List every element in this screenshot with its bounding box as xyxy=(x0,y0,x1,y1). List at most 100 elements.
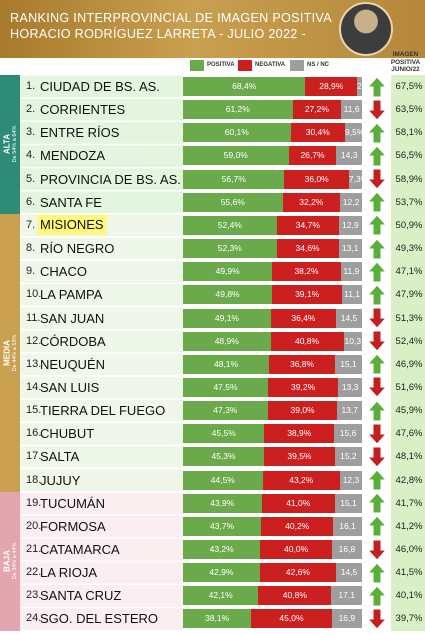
june-header-line2: POSITIVA xyxy=(390,58,421,66)
legend-nsnc: NS / NC xyxy=(290,60,329,71)
bar-nsnc xyxy=(334,493,362,513)
rank-number: 23. xyxy=(26,589,42,602)
bar-label-nsnc: 2,7 xyxy=(357,81,362,91)
rank-number: 12. xyxy=(26,334,42,347)
rank-number: 8. xyxy=(26,242,36,255)
bar-positive xyxy=(183,192,283,212)
bar-negative xyxy=(259,563,337,583)
bar-positive xyxy=(183,262,273,282)
bar-negative xyxy=(305,77,358,96)
bar-nsnc xyxy=(357,77,362,96)
bar-label-positive: 68,4% xyxy=(232,81,257,91)
bar-negative xyxy=(290,123,345,143)
province-name: MENDOZA xyxy=(40,148,105,164)
arrow-down-icon xyxy=(367,168,387,190)
province-name: LA RIOJA xyxy=(40,565,98,581)
bar-nsnc xyxy=(331,586,362,606)
rank-number: 3. xyxy=(26,126,36,139)
june-value: 50,9% xyxy=(395,219,423,231)
arrow-up-icon xyxy=(367,145,387,167)
bar-nsnc xyxy=(338,215,362,235)
june-value: 47,6% xyxy=(395,428,423,440)
bar-label-nsnc: 13,3 xyxy=(341,381,359,392)
bar-label-negative: 38,9% xyxy=(287,428,312,439)
bar-positive xyxy=(183,146,289,166)
rank-number: 9. xyxy=(26,265,36,278)
arrow-up-icon xyxy=(367,237,387,260)
bar-label-positive: 52,3% xyxy=(217,243,242,254)
bar-label-negative: 40,8% xyxy=(294,335,320,346)
bar-nsnc xyxy=(343,331,362,351)
bar-label-negative: 43,2% xyxy=(289,474,314,485)
arrow-up-icon xyxy=(367,191,387,213)
legend-negative: NEGATIVA xyxy=(238,60,285,71)
bar-negative xyxy=(264,424,335,444)
legend: POSITIVA NEGATIVA NS / NC xyxy=(186,58,386,72)
arrow-down-icon xyxy=(367,307,387,329)
group-band-alta xyxy=(0,75,20,214)
bar-label-negative: 40,2% xyxy=(285,520,310,531)
bar-negative xyxy=(261,516,334,536)
bar-label-negative: 32,2% xyxy=(299,196,324,207)
province-name: CÓRDOBA xyxy=(40,333,106,349)
bar-label-positive: 48,9% xyxy=(214,335,239,346)
province-name: CHUBUT xyxy=(40,426,95,442)
arrow-up-icon xyxy=(367,469,387,491)
bar-negative xyxy=(276,239,339,259)
bar-positive xyxy=(183,563,260,583)
legend-positive: POSITIVA xyxy=(190,60,235,71)
province-name: CHACO xyxy=(40,264,87,280)
bar-positive xyxy=(183,308,271,328)
arrow-down-icon xyxy=(367,330,387,352)
bar-label-positive: 49,1% xyxy=(214,312,239,323)
bar-label-positive: 60,1% xyxy=(224,127,249,138)
bar-label-negative: 38,2% xyxy=(294,266,319,277)
bar-negative xyxy=(269,354,335,374)
province-name: PROVINCIA DE BS. AS. xyxy=(40,171,181,187)
province-name: LA PAMPA xyxy=(40,287,103,303)
june-header-line3: JUNIO/22 xyxy=(391,66,420,73)
bar-nsnc xyxy=(338,239,362,259)
bar-nsnc xyxy=(342,285,362,305)
arrow-up-icon xyxy=(367,214,387,236)
bar-label-negative: 42,6% xyxy=(285,567,310,578)
bar-label-negative: 39,0% xyxy=(290,405,315,416)
june-value: 48,1% xyxy=(395,451,423,463)
bar-label-positive: 38,1% xyxy=(205,613,230,624)
bar-positive xyxy=(183,447,265,467)
bar-label-nsnc: 12,9 xyxy=(342,219,359,230)
bar-label-negative: 40,8% xyxy=(282,590,307,601)
rank-number: 10. xyxy=(26,288,42,301)
bar-label-nsnc: 14,3 xyxy=(340,150,358,161)
bar-label-nsnc: 11,6 xyxy=(343,104,360,115)
bar-negative xyxy=(251,609,332,629)
bar-positive xyxy=(183,169,285,189)
bar-negative xyxy=(258,586,332,606)
header-banner: RANKING INTERPROVINCIAL DE IMAGEN POSITI… xyxy=(0,0,425,58)
province-name: SANTA CRUZ xyxy=(40,588,122,604)
bar-label-positive: 52,4% xyxy=(217,219,242,230)
june-value: 52,4% xyxy=(395,335,423,347)
rank-number: 4. xyxy=(26,149,36,162)
bar-nsnc xyxy=(340,192,362,212)
bar-label-positive: 47,5% xyxy=(213,381,238,392)
bar-label-positive: 55,6% xyxy=(220,196,245,207)
rank-number: 7. xyxy=(26,218,36,231)
bar-nsnc xyxy=(336,563,362,583)
bar-label-nsnc: 12,3 xyxy=(342,474,360,485)
rank-number: 6. xyxy=(26,195,36,208)
arrow-down-icon xyxy=(367,446,387,468)
bar-positive xyxy=(183,285,273,305)
bar-label-negative: 30,4% xyxy=(305,127,330,138)
bar-label-nsnc: 17,1 xyxy=(338,590,355,601)
arrow-up-icon xyxy=(367,561,387,584)
june-value: 58,9% xyxy=(395,173,423,185)
legend-label-positive: POSITIVA xyxy=(207,62,235,68)
june-value: 46,9% xyxy=(395,358,423,370)
bar-label-negative: 41,0% xyxy=(286,497,311,508)
rank-number: 19. xyxy=(26,496,42,509)
bar-positive xyxy=(183,609,252,629)
rank-number: 24. xyxy=(26,612,42,625)
